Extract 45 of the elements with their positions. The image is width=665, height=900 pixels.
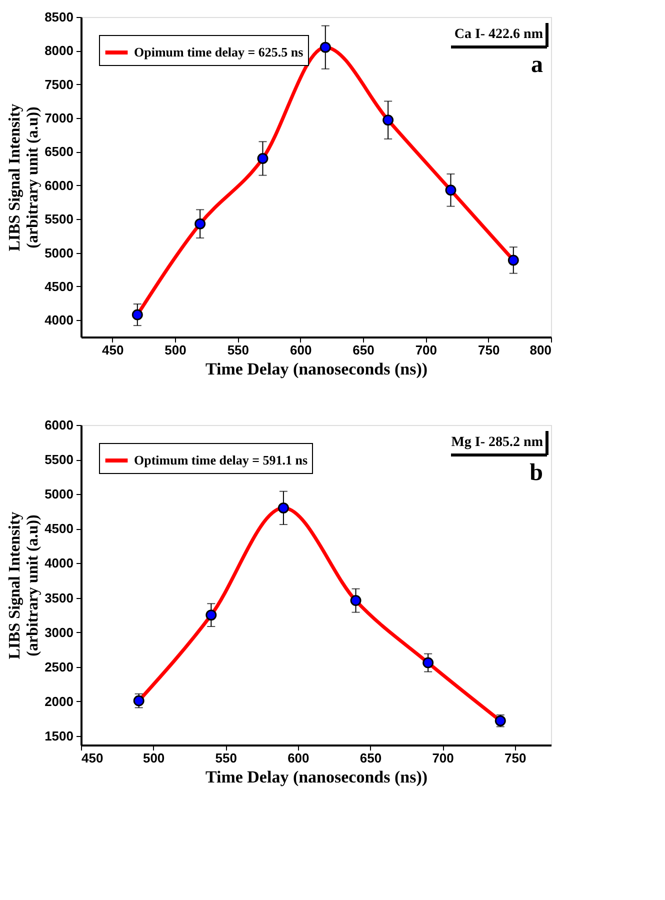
y-tick-label: 8500 bbox=[44, 10, 74, 24]
y-tick-label: 6500 bbox=[44, 144, 74, 160]
x-tick-label: 750 bbox=[504, 750, 526, 766]
y-tick-label: 7000 bbox=[44, 110, 74, 126]
y-tick-label: 5500 bbox=[44, 452, 74, 468]
x-axis-title: Time Delay (nanoseconds (ns)) bbox=[205, 360, 428, 378]
x-tick-label: 550 bbox=[215, 750, 237, 766]
y-axis-title: LIBS Signal Intensity (arbitrary unit (a.u)) bbox=[6, 104, 42, 252]
y-tick-label: 5000 bbox=[44, 486, 74, 502]
y-tick-label: 2000 bbox=[44, 694, 74, 709]
annotation: a bbox=[531, 52, 543, 78]
x-tick-label: 500 bbox=[142, 750, 165, 766]
x-tick-label: 500 bbox=[164, 342, 186, 358]
x-tick-label: 750 bbox=[478, 342, 500, 358]
y-axis-title: LIBS Signal Intensity (arbitrary unit (a.u)) bbox=[6, 512, 42, 660]
annotation: b bbox=[530, 460, 543, 486]
x-tick-label: 450 bbox=[102, 342, 124, 358]
y-tick-label: 3500 bbox=[44, 590, 74, 606]
y-tick-label: 6000 bbox=[44, 418, 74, 432]
y-tick-label: 4000 bbox=[44, 312, 74, 328]
y-tick-label: 7500 bbox=[44, 76, 74, 92]
y-tick-label: 4000 bbox=[44, 556, 74, 571]
y-tick-label: 8000 bbox=[44, 43, 74, 58]
x-tick-label: 600 bbox=[290, 342, 312, 358]
x-tick-label: 450 bbox=[82, 750, 104, 766]
annotation: Ca I- 422.6 nm bbox=[454, 27, 544, 42]
annotation: Mg I- 285.2 nm bbox=[451, 435, 544, 450]
x-tick-label: 650 bbox=[360, 750, 382, 766]
y-tick-label: 5500 bbox=[44, 212, 74, 227]
y-tick-label: 5000 bbox=[44, 245, 74, 260]
legend-label: Optimum time delay = 591.1 ns bbox=[134, 452, 308, 468]
y-tick-label: 2500 bbox=[44, 659, 74, 674]
x-tick-label: 550 bbox=[227, 342, 250, 358]
x-tick-label: 700 bbox=[415, 342, 438, 358]
y-tick-label: 4500 bbox=[44, 521, 74, 536]
y-tick-label: 4500 bbox=[44, 278, 74, 294]
y-tick-label: 6000 bbox=[44, 178, 74, 193]
legend-label: Opimum time delay = 625.5 ns bbox=[134, 44, 304, 60]
y-tick-label: 1500 bbox=[44, 728, 74, 744]
x-tick-label: 600 bbox=[288, 750, 310, 766]
x-tick-label: 650 bbox=[352, 342, 374, 358]
x-axis-title: Time Delay (nanoseconds (ns)) bbox=[205, 768, 428, 786]
y-tick-label: 3000 bbox=[44, 624, 74, 640]
x-tick-label: 800 bbox=[530, 342, 552, 358]
x-tick-label: 700 bbox=[432, 750, 454, 766]
